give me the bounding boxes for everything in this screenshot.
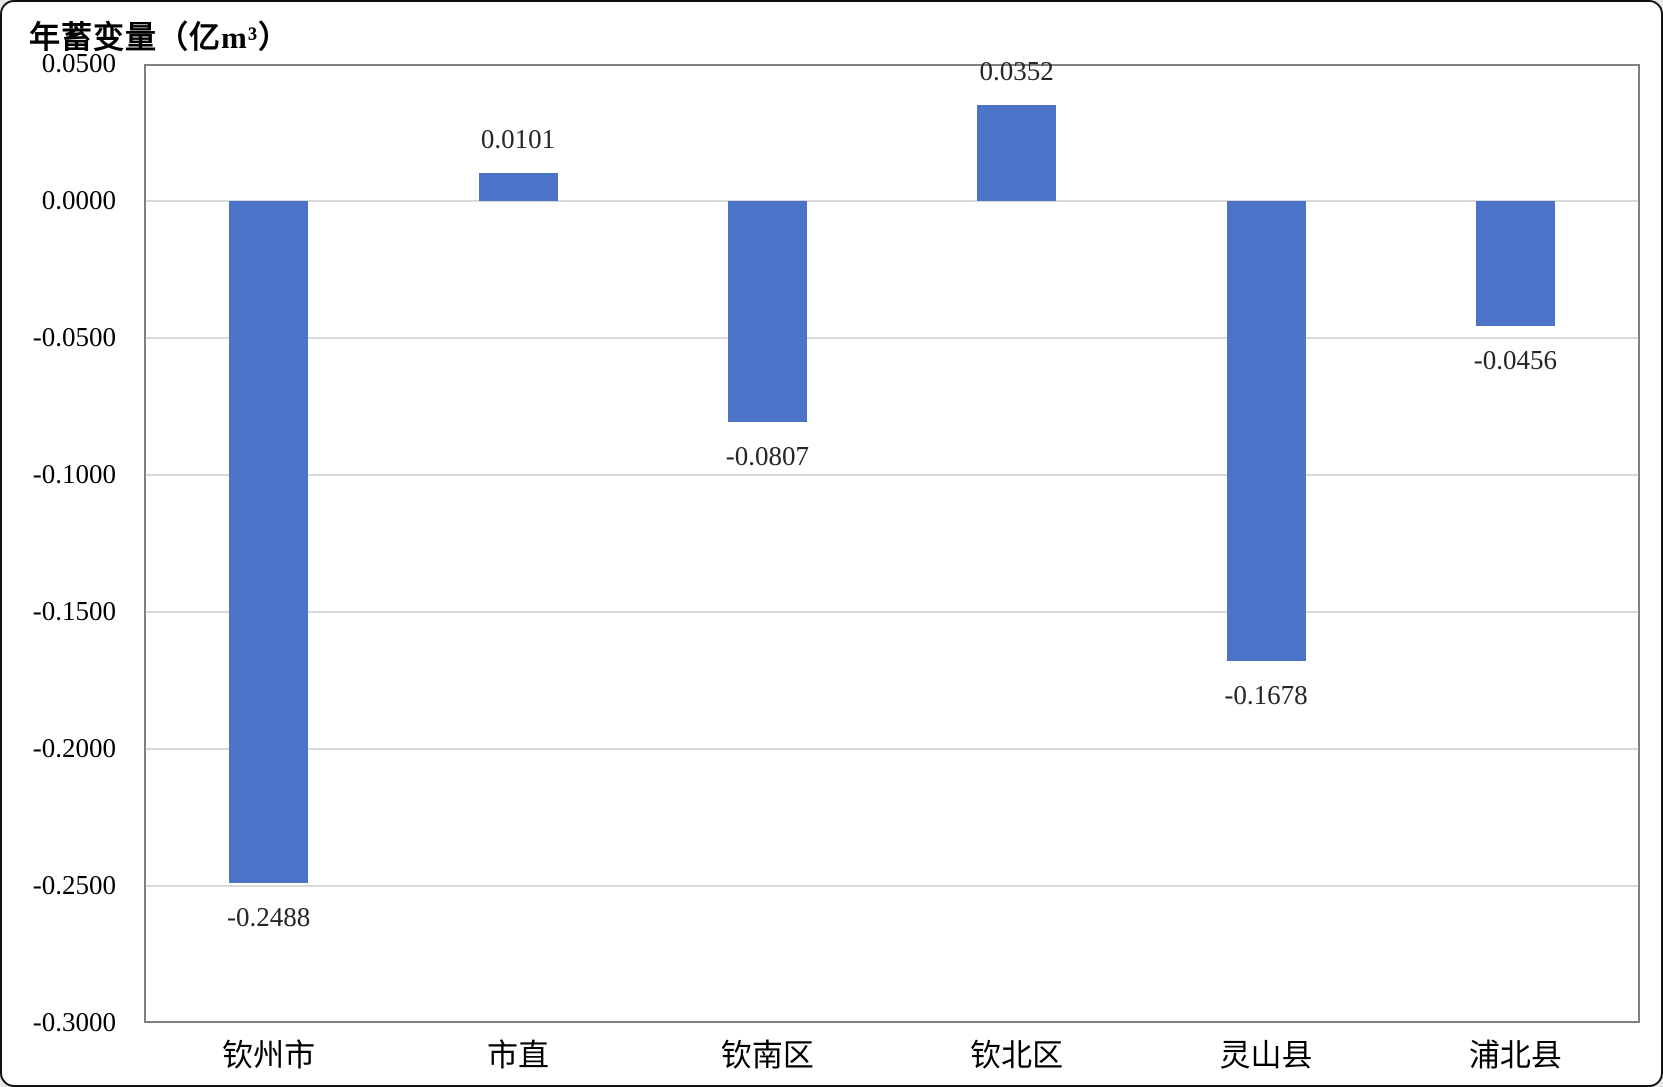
gridline <box>146 474 1638 476</box>
gridline <box>146 885 1638 887</box>
chart-title: 年蓄变量（亿m³） <box>29 20 291 55</box>
x-category-label: 钦南区 <box>720 1038 814 1073</box>
x-category-label: 钦州市 <box>222 1038 316 1073</box>
bar-钦北区 <box>977 104 1057 201</box>
gridline <box>146 611 1638 613</box>
bar-灵山县 <box>1226 201 1306 661</box>
y-tick-label: -0.2500 <box>32 870 116 900</box>
bar-value-label: 0.0352 <box>979 55 1054 86</box>
gridline <box>146 337 1638 339</box>
bar-value-label: 0.0101 <box>480 124 556 155</box>
bar-市直 <box>478 173 558 201</box>
x-category-label: 浦北县 <box>1468 1038 1562 1073</box>
bar-value-label: -0.1678 <box>1224 679 1308 710</box>
bar-浦北县 <box>1475 201 1555 326</box>
bar-value-label: -0.0807 <box>725 441 809 472</box>
y-tick-label: 0.0500 <box>41 48 116 78</box>
y-tick-label: 0.0000 <box>41 185 116 215</box>
bar-钦州市 <box>229 201 309 883</box>
gridline <box>146 748 1638 750</box>
bar-value-label: -0.0456 <box>1473 344 1557 375</box>
y-tick-label: -0.1000 <box>32 459 116 489</box>
gridline <box>146 200 1638 202</box>
y-tick-label: -0.2000 <box>32 733 116 763</box>
x-category-label: 钦北区 <box>970 1038 1064 1073</box>
plot-area <box>144 64 1640 1023</box>
bar-钦南区 <box>727 201 807 423</box>
bar-value-label: -0.2488 <box>227 901 311 932</box>
y-tick-label: -0.1500 <box>32 596 116 626</box>
x-category-label: 市直 <box>487 1038 549 1073</box>
y-tick-label: -0.3000 <box>32 1007 116 1037</box>
x-category-label: 灵山县 <box>1219 1038 1313 1073</box>
y-tick-label: -0.0500 <box>32 322 116 352</box>
